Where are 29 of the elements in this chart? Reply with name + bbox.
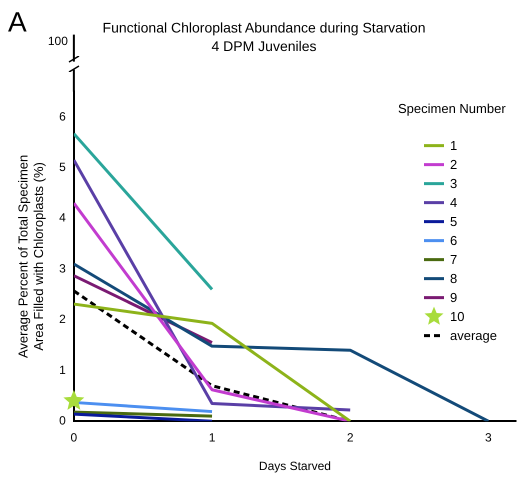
y-tick-label: 6 (59, 109, 66, 124)
y-tick-label: 5 (59, 160, 66, 174)
legend-label: 10 (450, 309, 464, 324)
x-tick-label: 0 (70, 430, 78, 445)
legend-label: 1 (450, 138, 458, 154)
y-tick-label: 4 (59, 210, 66, 225)
x-tick-label: 2 (346, 430, 354, 445)
x-tick-label: 1 (208, 430, 216, 445)
legend-label: average (450, 328, 497, 344)
x-tick-label: 3 (485, 430, 492, 445)
y-tick-label: 0 (59, 414, 66, 428)
legend-label: 9 (450, 290, 458, 306)
y-tick-label: 1 (59, 362, 66, 377)
text: 100 (48, 34, 68, 48)
text: A (8, 6, 27, 38)
x-axis-title: Days Starved (258, 459, 331, 474)
legend-label: 7 (450, 252, 458, 268)
y-tick-label: 3 (59, 261, 66, 276)
legend-label: 3 (450, 176, 458, 192)
legend-label: 8 (450, 271, 458, 286)
legend-label: 5 (450, 214, 458, 230)
chart-subtitle: 4 DPM Juveniles (211, 38, 317, 54)
y-tick-label: 2 (59, 312, 66, 326)
y-axis-title: Average Percent of Total Specimen Area Filled with Chloroplasts (%) (15, 154, 46, 358)
legend-title: Specimen Number (398, 101, 506, 116)
legend-label: 6 (450, 233, 458, 248)
chart-title: Functional Chloroplast Abundance during Starvation (102, 19, 426, 36)
legend-label: 4 (450, 195, 458, 210)
legend-label: 2 (450, 157, 458, 172)
